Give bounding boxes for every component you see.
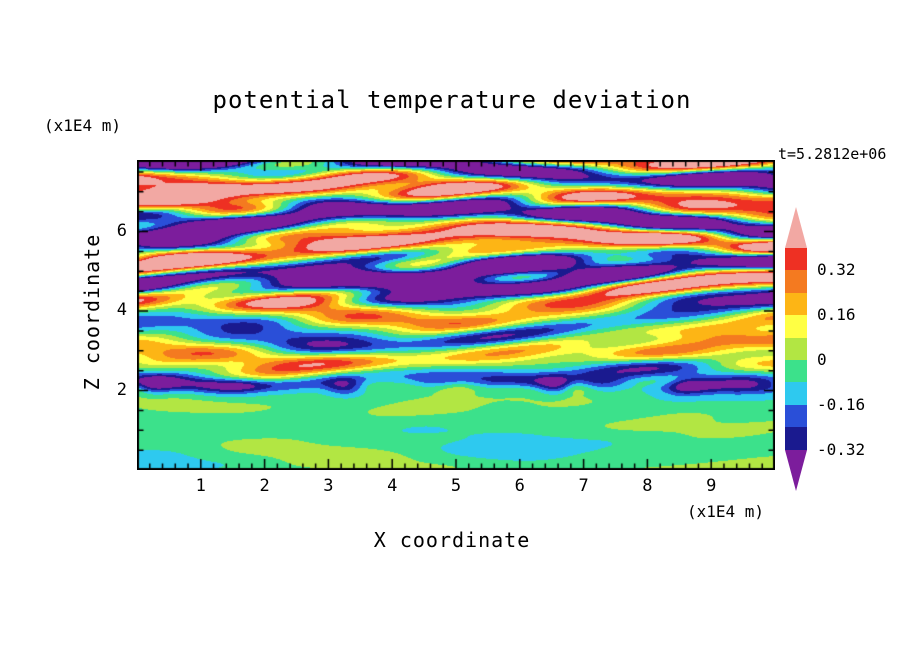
x-tick-label: 4 <box>387 476 398 496</box>
colorbar-arrow-up <box>785 207 807 248</box>
x-axis-unit-label: (x1E4 m) <box>687 502 765 521</box>
x-tick-label: 8 <box>642 476 653 496</box>
colorbar-band <box>785 270 807 293</box>
y-tick-label: 2 <box>116 379 127 400</box>
plot-title: potential temperature deviation <box>212 86 692 114</box>
colorbar-band <box>785 427 807 450</box>
x-tick-label: 6 <box>514 476 525 496</box>
x-tick-label: 2 <box>259 476 270 496</box>
y-tick-label: 4 <box>116 300 127 321</box>
colorbar-arrow-down <box>785 449 807 491</box>
colorbar-band <box>785 337 807 360</box>
colorbar-label: 0.32 <box>817 260 856 280</box>
y-tick-label: 6 <box>116 220 127 241</box>
x-axis-title: X coordinate <box>373 528 531 552</box>
x-tick-label: 9 <box>706 476 717 496</box>
y-axis-unit-label: (x1E4 m) <box>44 116 122 135</box>
colorbar-band <box>785 292 807 316</box>
colorbar-band <box>785 382 807 405</box>
x-tick-label: 1 <box>195 476 206 496</box>
plot-area: 1 2 3 4 5 6 7 8 9 2 4 6 <box>117 160 775 496</box>
colorbar-label: -0.32 <box>817 439 866 459</box>
x-tick-label: 3 <box>323 476 334 496</box>
colorbar-label: 0.16 <box>817 305 856 325</box>
colorbar-band <box>785 404 807 428</box>
colorbar-label: 0 <box>817 350 827 369</box>
colorbar-band <box>785 248 807 271</box>
colorbar-band <box>785 359 807 383</box>
x-tick-label: 5 <box>450 476 462 496</box>
colorbar-band <box>785 315 807 338</box>
contour-canvas <box>137 160 775 470</box>
colorbar: 0.32 0.16 0 -0.16 -0.32 <box>785 207 865 491</box>
time-label: t=5.2812e+06 <box>778 145 887 163</box>
colorbar-label: -0.16 <box>817 394 866 414</box>
x-tick-label: 7 <box>578 476 589 496</box>
